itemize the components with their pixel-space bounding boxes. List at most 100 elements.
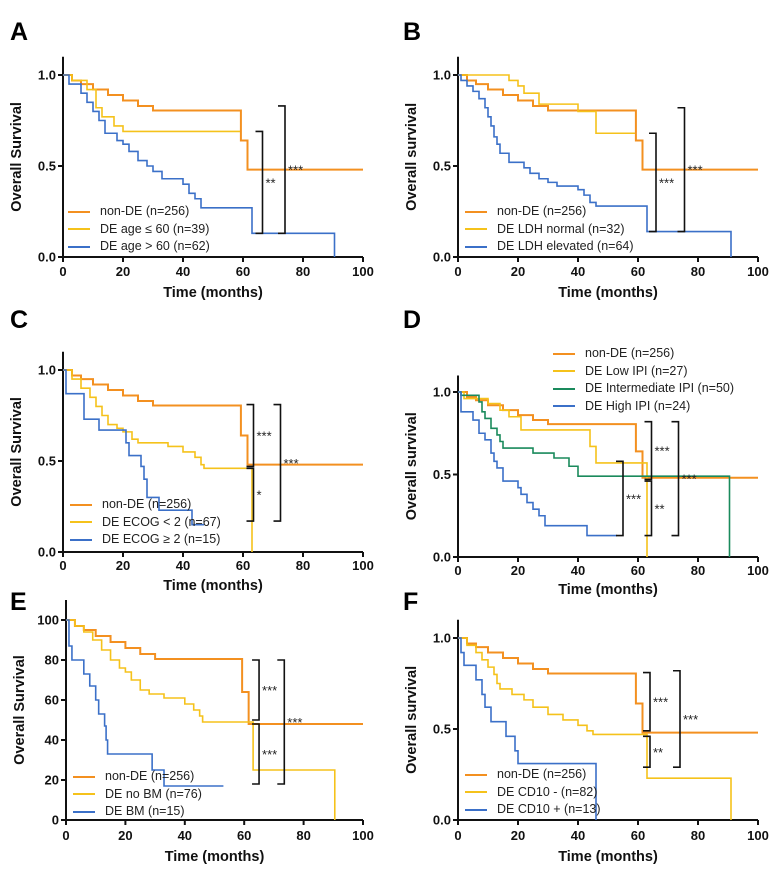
y-tick-label: 0.5 — [433, 722, 451, 737]
legend-label: DE ECOG < 2 (n=67) — [102, 514, 221, 529]
x-axis-title: Time (months) — [163, 285, 263, 301]
legend-swatch — [465, 228, 487, 231]
x-tick-label: 0 — [454, 563, 461, 578]
x-tick-label: 40 — [571, 264, 585, 279]
legend-swatch — [553, 405, 575, 408]
legend-item: DE no BM (n=76) — [73, 786, 202, 804]
x-tick-label: 60 — [237, 828, 251, 843]
survival-curve-3 — [66, 619, 224, 787]
x-tick-label: 40 — [571, 563, 585, 578]
significance-bracket — [644, 420, 653, 481]
legend: non-DE (n=256) DE no BM (n=76) DE BM (n=15… — [73, 768, 202, 821]
legend-item: DE BM (n=15) — [73, 803, 202, 821]
significance-bracket — [252, 723, 260, 785]
legend-item: non-DE (n=256) — [553, 345, 734, 363]
legend-item: DE CD10 - (n=82) — [465, 784, 601, 802]
legend-item: DE LDH elevated (n=64) — [465, 238, 634, 256]
x-tick-label: 60 — [631, 828, 645, 843]
x-tick-label: 0 — [454, 828, 461, 843]
legend-item: DE ECOG < 2 (n=67) — [70, 514, 221, 532]
legend-swatch — [73, 793, 95, 796]
y-tick-label: 0.5 — [38, 159, 56, 174]
y-tick-label: 1.0 — [433, 68, 451, 83]
y-axis-title: Overall survival — [404, 666, 420, 774]
significance-label: ** — [653, 745, 663, 760]
survival-curve-2 — [63, 74, 240, 133]
legend-swatch — [70, 521, 92, 524]
panel-b: 0 20 40 60 80 100 0.0 0.5 1.0 Time (months) Overal… — [404, 56, 769, 301]
legend-label: DE Low IPI (n=27) — [585, 363, 688, 378]
significance-bracket — [277, 659, 286, 785]
legend-label: DE ECOG ≥ 2 (n=15) — [102, 532, 221, 546]
legend-item: DE CD10 + (n=13) — [465, 801, 601, 819]
x-axis-title: Time (months) — [558, 285, 658, 301]
y-axis-title: Overall Survival — [12, 655, 28, 765]
y-tick-label: 0.5 — [433, 467, 451, 482]
legend-swatch — [465, 245, 487, 248]
survival-curve-3 — [63, 74, 336, 257]
significance-label: *** — [626, 491, 641, 506]
panel-e: 0 20 40 60 80 100 0 20 40 60 80 100 Time (months) Ove… — [12, 600, 374, 865]
x-tick-label: 20 — [116, 558, 130, 573]
x-axis-title: Time (months) — [165, 849, 265, 865]
significance-label: *** — [262, 747, 277, 762]
legend-swatch — [465, 808, 487, 811]
y-tick-label: 0.0 — [38, 545, 56, 560]
survival-curve-1 — [63, 369, 363, 466]
x-tick-label: 60 — [236, 558, 250, 573]
y-tick-label: 80 — [45, 653, 59, 668]
x-tick-label: 0 — [454, 264, 461, 279]
y-tick-label: 20 — [45, 773, 59, 788]
legend-label: DE CD10 + (n=13) — [497, 802, 601, 816]
legend-label: DE age > 60 (n=62) — [100, 239, 210, 253]
legend-item: non-DE (n=256) — [70, 496, 221, 514]
significance-label: *** — [288, 163, 303, 178]
survival-curve-2 — [458, 391, 648, 557]
panel-f: 0 20 40 60 80 100 0.0 0.5 1.0 Time (months) Overal… — [404, 619, 769, 865]
survival-curve-3 — [458, 74, 732, 257]
x-tick-label: 100 — [747, 264, 769, 279]
legend-item: DE LDH normal (n=32) — [465, 221, 634, 239]
legend-item: non-DE (n=256) — [465, 203, 634, 221]
panel-c: 0 20 40 60 80 100 0.0 0.5 1.0 Time (months) Overal… — [9, 351, 374, 594]
y-tick-label: 60 — [45, 693, 59, 708]
survival-curve-3 — [63, 369, 204, 526]
x-tick-label: 40 — [178, 828, 192, 843]
legend-label: non-DE (n=256) — [100, 204, 190, 218]
x-tick-label: 60 — [631, 563, 645, 578]
panel-a: 0 20 40 60 80 100 0.0 0.5 1.0 Time (months) Overal… — [9, 56, 374, 301]
y-tick-label: 1.0 — [433, 631, 451, 646]
x-tick-label: 60 — [631, 264, 645, 279]
legend-swatch — [553, 387, 575, 390]
x-tick-label: 80 — [296, 558, 310, 573]
significance-bracket — [644, 480, 653, 537]
significance-bracket — [616, 460, 624, 537]
panel-letter: F — [403, 588, 419, 616]
x-tick-label: 60 — [236, 264, 250, 279]
legend-swatch — [553, 352, 575, 355]
legend-label: DE age ≤ 60 (n=39) — [100, 221, 210, 236]
legend-item: non-DE (n=256) — [73, 768, 202, 786]
significance-bracket — [278, 105, 286, 235]
legend-swatch — [465, 210, 487, 213]
legend-swatch — [70, 538, 92, 541]
survival-curve-1 — [458, 637, 758, 734]
significance-bracket — [643, 735, 651, 769]
panel-d: 0 20 40 60 80 100 0.0 0.5 1.0 Time (months) Overal… — [404, 375, 769, 598]
significance-bracket — [649, 132, 657, 233]
y-tick-label: 0 — [52, 813, 59, 828]
legend-swatch — [553, 370, 575, 373]
x-tick-label: 100 — [352, 558, 374, 573]
significance-label: *** — [659, 175, 674, 190]
x-tick-label: 100 — [352, 264, 374, 279]
significance-label: *** — [683, 712, 698, 727]
significance-bracket — [246, 467, 255, 522]
legend-swatch — [68, 228, 90, 231]
survival-curve-1 — [458, 391, 758, 479]
significance-bracket — [643, 671, 651, 732]
legend-label: DE BM (n=15) — [105, 804, 185, 818]
legend-label: DE LDH elevated (n=64) — [497, 239, 634, 253]
legend-swatch — [70, 503, 92, 506]
significance-label: ** — [655, 501, 665, 516]
